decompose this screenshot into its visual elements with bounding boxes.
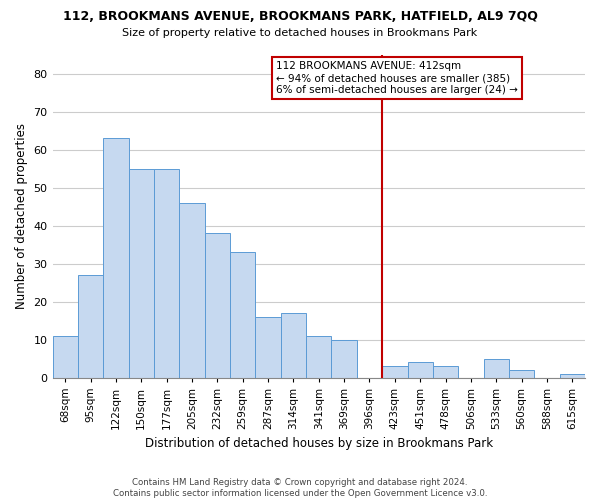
Bar	[306, 336, 331, 378]
Text: Contains HM Land Registry data © Crown copyright and database right 2024.
Contai: Contains HM Land Registry data © Crown c…	[113, 478, 487, 498]
Bar	[53, 336, 78, 378]
X-axis label: Distribution of detached houses by size in Brookmans Park: Distribution of detached houses by size …	[145, 437, 493, 450]
Bar	[382, 366, 407, 378]
Bar	[484, 358, 509, 378]
Y-axis label: Number of detached properties: Number of detached properties	[15, 124, 28, 310]
Bar	[560, 374, 585, 378]
Bar	[331, 340, 357, 378]
Bar	[256, 317, 281, 378]
Bar	[509, 370, 534, 378]
Bar	[407, 362, 433, 378]
Text: Size of property relative to detached houses in Brookmans Park: Size of property relative to detached ho…	[122, 28, 478, 38]
Bar	[205, 234, 230, 378]
Text: 112 BROOKMANS AVENUE: 412sqm
← 94% of detached houses are smaller (385)
6% of se: 112 BROOKMANS AVENUE: 412sqm ← 94% of de…	[276, 62, 518, 94]
Bar	[433, 366, 458, 378]
Bar	[154, 169, 179, 378]
Text: 112, BROOKMANS AVENUE, BROOKMANS PARK, HATFIELD, AL9 7QQ: 112, BROOKMANS AVENUE, BROOKMANS PARK, H…	[62, 10, 538, 23]
Bar	[103, 138, 128, 378]
Bar	[128, 169, 154, 378]
Bar	[281, 313, 306, 378]
Bar	[230, 252, 256, 378]
Bar	[179, 203, 205, 378]
Bar	[78, 275, 103, 378]
